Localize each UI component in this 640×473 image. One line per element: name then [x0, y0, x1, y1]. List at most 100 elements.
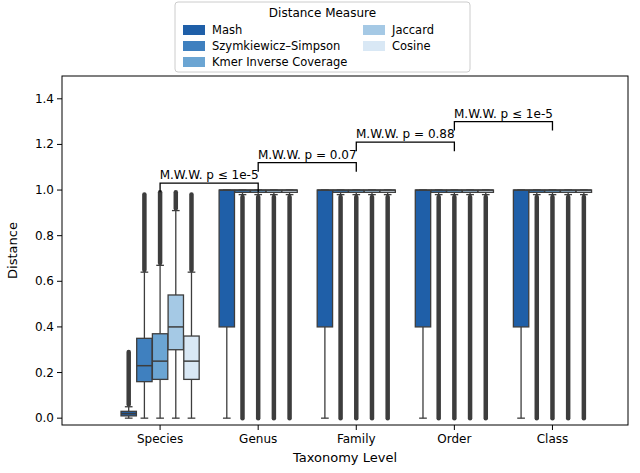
whisker-high [175, 211, 176, 295]
x-tick-label: Genus [239, 432, 277, 446]
box [235, 190, 250, 192]
legend-swatch [363, 41, 385, 51]
legend: Distance MeasureMashSzymkiewicz–SimpsonK… [175, 2, 470, 72]
significance-bracket [356, 142, 454, 151]
median [184, 360, 199, 362]
outliers [484, 197, 489, 418]
x-tick [160, 425, 161, 430]
whisker-cap-low [172, 418, 180, 419]
median [333, 189, 348, 191]
x-tick-label: Species [137, 432, 183, 446]
outliers [256, 197, 261, 418]
x-tick [356, 425, 357, 430]
median [560, 189, 575, 191]
y-tick [57, 372, 62, 373]
box [333, 190, 348, 192]
legend-label: Cosine [392, 39, 431, 53]
x-tick-label: Order [437, 432, 471, 446]
y-tick-label: 1.2 [35, 137, 54, 151]
whisker-low [159, 379, 160, 418]
box [560, 190, 575, 192]
legend-label: Jaccard [391, 23, 434, 37]
whisker-low [520, 327, 521, 418]
outliers [354, 197, 359, 418]
y-tick [57, 418, 62, 419]
box [168, 295, 183, 350]
x-tick [454, 425, 455, 430]
whisker-cap-low [321, 418, 329, 419]
box [121, 411, 136, 416]
chart: 0.00.20.40.60.81.01.21.4SpeciesGenusFami… [0, 0, 640, 473]
whisker-high [128, 407, 129, 412]
whisker-low [144, 382, 145, 418]
box [431, 190, 446, 192]
legend-swatch [183, 57, 205, 67]
median [380, 189, 395, 191]
significance-bracket [160, 183, 258, 192]
whisker-cap-low [156, 418, 164, 419]
box [152, 334, 167, 380]
median [364, 189, 379, 191]
outliers [550, 197, 555, 418]
legend-label: Mash [212, 23, 242, 37]
box [545, 190, 560, 192]
median [235, 189, 250, 191]
outliers [287, 197, 292, 418]
median [415, 189, 430, 191]
outliers [370, 197, 375, 418]
whisker-low [422, 327, 423, 418]
y-tick-label: 0.0 [35, 411, 54, 425]
median [266, 189, 281, 191]
median [219, 189, 234, 191]
median [545, 189, 560, 191]
median [282, 189, 297, 191]
y-tick-label: 0.8 [35, 229, 54, 243]
outliers [468, 197, 473, 418]
box [266, 190, 281, 192]
box [380, 190, 395, 192]
box [184, 336, 199, 379]
outliers [582, 197, 587, 418]
median [478, 189, 493, 191]
box [576, 190, 591, 192]
box [462, 190, 477, 192]
y-tick [57, 144, 62, 145]
y-tick [57, 326, 62, 327]
median [431, 189, 446, 191]
significance-bracket [258, 163, 356, 172]
legend-title: Distance Measure [269, 6, 376, 20]
significance-label: M.W.W. p ≤ 1e-5 [454, 107, 553, 121]
legend-frame [175, 2, 470, 72]
plot-area [121, 190, 592, 418]
x-tick [258, 425, 259, 430]
legend-label: Szymkiewicz–Simpson [212, 39, 340, 53]
whisker-cap-low [188, 418, 196, 419]
box [282, 190, 297, 192]
median [152, 360, 167, 362]
significance-label: M.W.W. p = 0.07 [258, 148, 357, 162]
box [478, 190, 493, 192]
y-tick-label: 1.0 [35, 183, 54, 197]
whisker-cap-low [517, 418, 525, 419]
box [415, 190, 430, 327]
whisker-low [324, 327, 325, 418]
median [137, 365, 152, 367]
whisker-low [191, 379, 192, 418]
box [364, 190, 379, 192]
y-tick [57, 190, 62, 191]
median [447, 189, 462, 191]
significance-label: M.W.W. p ≤ 1e-5 [160, 168, 259, 182]
outliers [338, 197, 343, 418]
box [137, 338, 152, 381]
outliers [566, 197, 571, 418]
y-tick [57, 235, 62, 236]
legend-swatch [183, 25, 205, 35]
whisker-high [159, 265, 160, 333]
y-axis-label: Distance [5, 222, 20, 279]
outliers [272, 197, 277, 418]
y-tick-label: 0.2 [35, 366, 54, 380]
y-tick [57, 281, 62, 282]
outliers [385, 197, 390, 418]
median [513, 189, 528, 191]
outliers [452, 197, 457, 418]
